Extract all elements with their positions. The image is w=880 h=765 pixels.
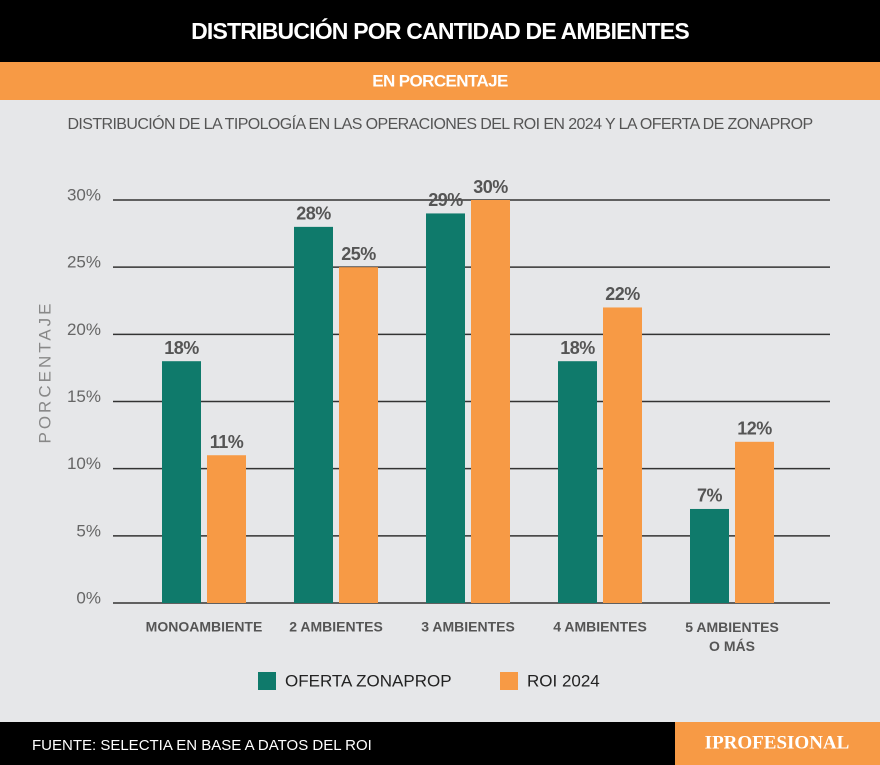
legend-swatch	[500, 672, 518, 690]
bar	[339, 267, 378, 603]
legend-swatch	[258, 672, 276, 690]
y-tick-label: 25%	[67, 253, 101, 272]
bar	[207, 455, 246, 603]
value-label: 7%	[697, 486, 723, 506]
value-label: 18%	[560, 338, 595, 358]
header-subtitle: EN PORCENTAJE	[372, 71, 508, 90]
bar	[558, 361, 597, 603]
x-tick-label: 3 AMBIENTES	[421, 619, 515, 635]
value-label: 12%	[737, 419, 772, 439]
value-label: 28%	[296, 204, 331, 224]
bar	[603, 307, 642, 603]
legend-label: OFERTA ZONAPROP	[285, 671, 452, 690]
y-tick-label: 15%	[67, 387, 101, 406]
y-axis-label: PORCENTAJE	[35, 300, 54, 443]
brand-box	[675, 722, 880, 765]
value-label: 29%	[428, 190, 463, 210]
bar	[471, 200, 510, 603]
x-tick-label: MONOAMBIENTE	[146, 619, 263, 635]
brand: IPROFESIONAL	[705, 732, 850, 753]
y-tick-label: 0%	[76, 588, 101, 607]
subtitle-bar	[0, 62, 880, 100]
footer-source: FUENTE: SELECTIA EN BASE A DATOS DEL ROI	[32, 737, 372, 754]
value-label: 18%	[164, 338, 199, 358]
x-tick-label: 5 AMBIENTES O MÁS	[685, 619, 779, 654]
x-tick-label: 2 AMBIENTES	[289, 619, 383, 635]
legend-label: ROI 2024	[527, 671, 600, 690]
bar	[426, 213, 465, 603]
value-label: 22%	[605, 284, 640, 304]
chart-title: DISTRIBUCIÓN DE LA TIPOLOGÍA EN LAS OPER…	[67, 114, 812, 133]
y-tick-label: 10%	[67, 454, 101, 473]
bar	[294, 226, 333, 603]
bar	[162, 361, 201, 603]
y-tick-label: 20%	[67, 320, 101, 339]
bar	[735, 441, 774, 603]
header-title: DISTRIBUCIÓN POR CANTIDAD DE AMBIENTES	[191, 17, 689, 44]
y-tick-label: 30%	[67, 185, 101, 204]
value-label: 30%	[473, 177, 508, 197]
value-label: 25%	[341, 244, 376, 264]
bar	[690, 508, 729, 603]
header-bar	[0, 0, 880, 62]
y-tick-label: 5%	[76, 521, 101, 540]
x-tick-label: 4 AMBIENTES	[553, 619, 647, 635]
value-label: 11%	[210, 432, 244, 452]
